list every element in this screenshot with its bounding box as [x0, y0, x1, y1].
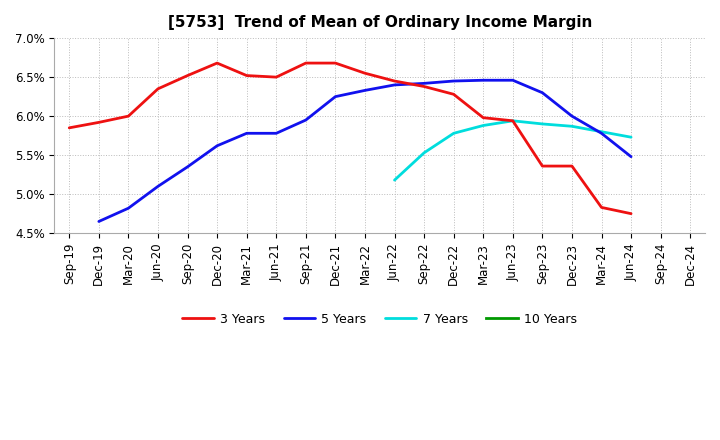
3 Years — [65, 125, 73, 131]
3 Years — [538, 163, 546, 169]
3 Years — [124, 114, 132, 119]
Legend: 3 Years, 5 Years, 7 Years, 10 Years: 3 Years, 5 Years, 7 Years, 10 Years — [178, 308, 582, 331]
5 Years — [153, 184, 162, 189]
5 Years — [331, 94, 340, 99]
Line: 7 Years: 7 Years — [395, 121, 631, 180]
7 Years — [508, 118, 517, 124]
7 Years — [567, 124, 576, 129]
3 Years — [449, 92, 458, 97]
5 Years — [420, 81, 428, 86]
5 Years — [272, 131, 281, 136]
3 Years — [361, 70, 369, 76]
3 Years — [567, 163, 576, 169]
5 Years — [508, 77, 517, 83]
3 Years — [626, 211, 635, 216]
7 Years — [626, 135, 635, 140]
7 Years — [449, 131, 458, 136]
5 Years — [183, 164, 192, 169]
5 Years — [626, 154, 635, 159]
7 Years — [420, 150, 428, 155]
3 Years — [153, 86, 162, 92]
7 Years — [390, 177, 399, 183]
Title: [5753]  Trend of Mean of Ordinary Income Margin: [5753] Trend of Mean of Ordinary Income … — [168, 15, 592, 30]
5 Years — [597, 131, 606, 136]
3 Years — [597, 205, 606, 210]
7 Years — [538, 121, 546, 127]
3 Years — [390, 78, 399, 84]
Line: 3 Years: 3 Years — [69, 63, 631, 214]
7 Years — [479, 123, 487, 128]
5 Years — [124, 205, 132, 211]
3 Years — [479, 115, 487, 120]
3 Years — [420, 84, 428, 89]
5 Years — [449, 78, 458, 84]
5 Years — [213, 143, 222, 148]
3 Years — [213, 60, 222, 66]
3 Years — [302, 60, 310, 66]
3 Years — [508, 118, 517, 124]
5 Years — [479, 77, 487, 83]
3 Years — [272, 74, 281, 80]
Line: 5 Years: 5 Years — [99, 80, 631, 221]
3 Years — [94, 120, 103, 125]
5 Years — [567, 114, 576, 119]
5 Years — [302, 117, 310, 123]
5 Years — [94, 219, 103, 224]
5 Years — [243, 131, 251, 136]
3 Years — [331, 60, 340, 66]
7 Years — [597, 129, 606, 134]
5 Years — [361, 88, 369, 93]
5 Years — [390, 82, 399, 88]
3 Years — [183, 73, 192, 78]
3 Years — [243, 73, 251, 78]
5 Years — [538, 90, 546, 95]
